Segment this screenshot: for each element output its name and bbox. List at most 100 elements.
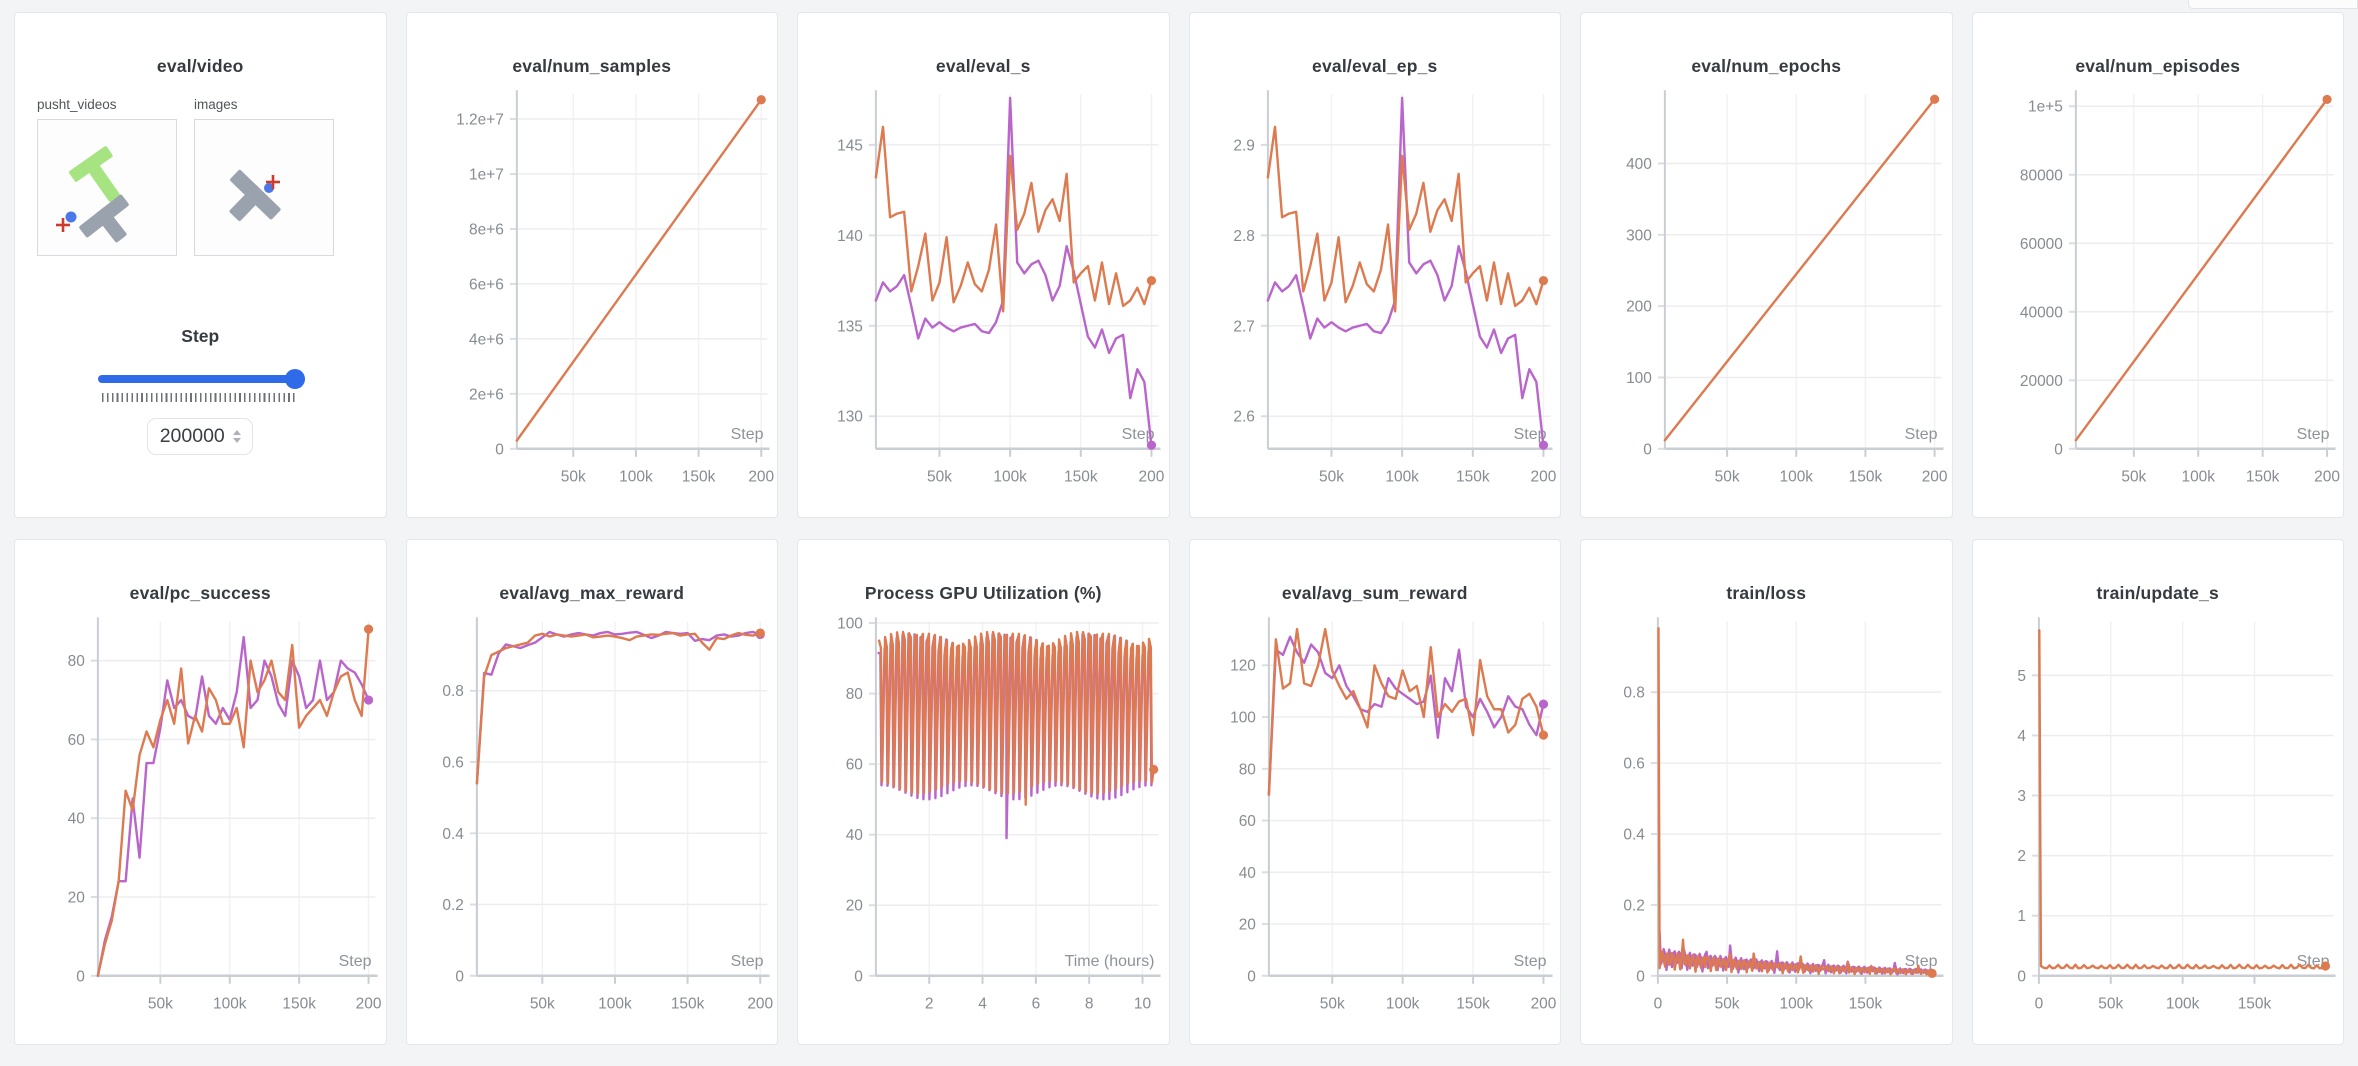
panel-title: eval/pc_success	[129, 583, 271, 603]
series-line-orange-run	[1657, 627, 1934, 976]
x-axis-caption: Step	[339, 953, 372, 970]
chart-plot-area[interactable]: 130 135 140 145 50k 100k 150k 200 Step	[798, 81, 1169, 518]
chart-plot-area[interactable]: 0 20 40 60 80 100 120 50k 100k 150k 200 Step	[1190, 608, 1561, 1045]
panel-title: eval/eval_ep_s	[1312, 56, 1438, 76]
endpoint-dot-orange-run	[2321, 94, 2332, 105]
images-agent-dot	[264, 183, 274, 193]
step-slider[interactable]	[98, 369, 306, 389]
panel-title: train/update_s	[2096, 583, 2219, 603]
y-tick-label: 0	[2054, 441, 2063, 458]
y-tick-label: 0	[495, 441, 504, 458]
y-tick-label: 40	[1238, 865, 1255, 882]
endpoint-dot-purple-run	[1538, 440, 1548, 450]
slider-handle[interactable]	[285, 369, 306, 389]
x-tick-label: 4	[978, 996, 987, 1013]
x-tick-label: 150k	[1849, 469, 1883, 486]
x-tick-label: 100k	[1385, 996, 1419, 1013]
step-slider-label: Step	[181, 326, 220, 346]
series-line-purple-run	[1266, 96, 1545, 447]
y-tick-label: 2.7	[1233, 318, 1255, 335]
x-tick-label: 150k	[1064, 469, 1098, 486]
chart-plot-area[interactable]: 0 20 40 60 80 100 2 4 6 8 10 Time (hours)	[798, 608, 1169, 1045]
stepper-arrows[interactable]	[232, 430, 241, 443]
x-tick-label: 100k	[1780, 469, 1814, 486]
x-tick-label: 100k	[2181, 469, 2215, 486]
y-tick-label: 3	[2017, 788, 2026, 805]
x-tick-label: 100k	[598, 996, 632, 1013]
chart-plot-area[interactable]: 0 100 200 300 400 50k 100k 150k 200 Step	[1581, 81, 1952, 518]
y-tick-label: 2e+6	[469, 386, 504, 403]
y-tick-label: 4	[2017, 728, 2026, 745]
series-line-purple-run	[1267, 635, 1545, 796]
series-line-orange-run	[475, 631, 761, 785]
chart-plot-area[interactable]: 0 20000 40000 60000 80000 1e+5 50k 100k 150k 200 S…	[1973, 81, 2344, 518]
chart-panel-process-gpu-utilization: Process GPU Utilization (%) 0 20 40 60 80 100…	[797, 539, 1170, 1045]
endpoint-dot-purple-run	[363, 695, 374, 705]
x-tick-label: 10	[1134, 996, 1151, 1013]
chart-plot-area[interactable]: 0 0.2 0.4 0.6 0.8 50k 100k 150k 200 Step	[407, 608, 778, 1045]
y-tick-label: 80000	[2019, 167, 2062, 184]
chart-panel-eval-num-samples: eval/num_samples 0 2e+6 4e+6 6e+6 8e+6 1e+7 1.…	[405, 12, 778, 518]
endpoint-dot-orange-run	[1538, 730, 1548, 740]
slider-track[interactable]	[98, 375, 303, 383]
x-tick-label: 100k	[2165, 996, 2199, 1013]
y-tick-label: 0.6	[1623, 756, 1645, 773]
x-tick-label: 200	[747, 996, 773, 1013]
panel-title: eval/num_epochs	[1691, 56, 1842, 76]
x-tick-label: 150k	[2237, 996, 2271, 1013]
series-line-purple-run	[475, 630, 761, 785]
x-tick-label: 50k	[2121, 469, 2146, 486]
chart-plot-area[interactable]: 0 2e+6 4e+6 6e+6 8e+6 1e+7 1.2e+7 50k 100k 150k 20…	[407, 81, 778, 518]
y-tick-label: 130	[837, 409, 863, 426]
x-tick-label: 200	[1530, 469, 1556, 486]
x-tick-label: 200	[1530, 996, 1556, 1013]
x-axis-caption: Step	[1122, 426, 1155, 443]
y-tick-label: 1.2e+7	[456, 112, 504, 129]
endpoint-dot-orange-run	[1149, 764, 1159, 775]
x-tick-label: 50k	[1319, 469, 1344, 486]
y-tick-label: 100	[1626, 370, 1652, 387]
panel-title: Process GPU Utilization (%)	[864, 583, 1102, 603]
chart-plot-area[interactable]: 2.6 2.7 2.8 2.9 50k 100k 150k 200 Step	[1190, 81, 1561, 518]
x-tick-label: 150k	[670, 996, 704, 1013]
endpoint-dot-purple-run	[1538, 699, 1548, 709]
x-tick-label: 200	[356, 996, 382, 1013]
media-item-pusht-videos: pusht_videos	[37, 97, 177, 256]
chart-plot-area[interactable]: 0 20 40 60 80 50k 100k 150k 200 Step	[15, 608, 386, 1045]
step-decrement-icon[interactable]	[232, 438, 241, 443]
endpoint-dot-orange-run	[1538, 275, 1548, 286]
images-t-block-gray	[229, 169, 281, 221]
x-tick-label: 150k	[681, 469, 715, 486]
x-axis-caption: Step	[1905, 426, 1938, 443]
y-tick-label: 60	[68, 732, 85, 749]
y-tick-label: 145	[837, 137, 863, 154]
x-tick-label: 50k	[2098, 996, 2123, 1013]
y-tick-label: 0.8	[1623, 685, 1645, 702]
images-thumbnail[interactable]	[194, 119, 334, 256]
media-label: images	[194, 97, 238, 112]
y-tick-label: 20	[846, 898, 863, 915]
step-value-input[interactable]: 200000	[147, 418, 254, 455]
chart-panel-eval-avg-sum-reward: eval/avg_sum_reward 0 20 40 60 80 100 120 50k 10…	[1188, 539, 1561, 1045]
panel-title: eval/num_samples	[512, 56, 672, 76]
endpoint-dot-orange-run	[1146, 275, 1157, 286]
x-tick-label: 50k	[148, 996, 173, 1013]
chart-plot-area[interactable]: 0 0.2 0.4 0.6 0.8 0 50k 100k 150k Step	[1581, 608, 1952, 1045]
step-increment-icon[interactable]	[232, 430, 241, 435]
x-tick-label: 150k	[2245, 469, 2279, 486]
x-tick-label: 50k	[927, 469, 952, 486]
y-tick-label: 40	[846, 827, 863, 844]
x-axis-caption: Step	[2296, 426, 2329, 443]
x-tick-label: 150k	[1849, 996, 1883, 1013]
pusht-video-thumbnail[interactable]	[37, 119, 177, 256]
x-tick-label: 50k	[529, 996, 554, 1013]
y-tick-label: 0.8	[442, 683, 464, 700]
media-row: pusht_videos	[15, 97, 386, 256]
x-tick-label: 0	[1654, 996, 1663, 1013]
x-tick-label: 100k	[213, 996, 247, 1013]
y-tick-label: 2.8	[1233, 228, 1255, 245]
y-tick-label: 140	[837, 228, 863, 245]
panel-title: eval/video	[156, 56, 244, 76]
